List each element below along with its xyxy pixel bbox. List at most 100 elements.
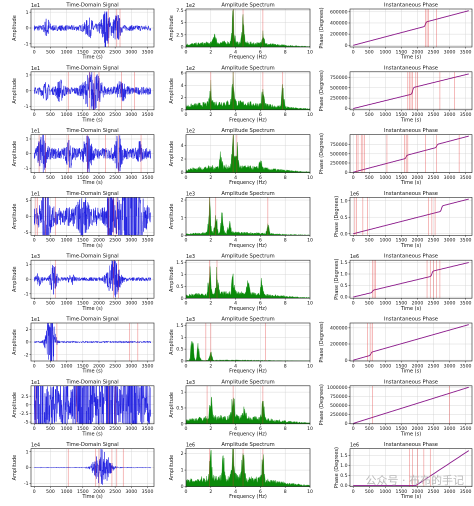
tick-label-x: 500 (365, 238, 374, 244)
axis-label-x: Time (s) (81, 494, 102, 500)
tick-label-x: 0 (352, 175, 355, 181)
tick-label-y: 250000 (330, 96, 348, 102)
subplot-title: Instantaneous Phase (384, 317, 438, 323)
tick-label-x: 8 (284, 112, 287, 118)
tick-label-y: 1.5 (340, 260, 347, 266)
tick-label-x: 1000 (61, 489, 73, 495)
subplot-title: Amplitude Spectrum (221, 317, 274, 323)
plot-area (186, 134, 310, 173)
subplot-title: Time-Domain Signal (65, 442, 118, 448)
tick-label-x: 1000 (61, 112, 73, 118)
tick-label-x: 1500 (77, 49, 89, 55)
tick-label-x: 3500 (460, 238, 472, 244)
subplot-title: Time-Domain Signal (65, 3, 118, 9)
tick-label-x: 3000 (444, 49, 456, 55)
signal-series (33, 385, 152, 424)
plot-area (186, 448, 310, 487)
axis-exponent: 1e2 (186, 3, 195, 9)
axis-label-x: Time (s) (400, 243, 421, 249)
tick-label-x: 6 (259, 426, 262, 432)
tick-label-x: 1500 (396, 49, 408, 55)
tick-label-y: 0 (181, 233, 184, 239)
plot-area (353, 323, 469, 361)
axis-label-y: Phase (Degrees) (334, 259, 340, 300)
tick-label-y: 0.5 (340, 283, 347, 289)
plot-area (34, 448, 151, 487)
axis-label-y: Amplitude (12, 204, 18, 230)
subplot-r6-c3: Instantaneous Phase 0 500 1000 1500 2000 2500 3… (319, 317, 473, 375)
axes-frame (185, 134, 311, 173)
axes-frame (185, 197, 311, 236)
tick-label-x: 4 (234, 238, 237, 244)
tick-label-x: 3000 (125, 301, 137, 307)
subplot-r4-c1: Time-Domain Signal 1e1 0 500 1000 1500 2000 250… (12, 191, 155, 249)
tick-label-x: 4 (234, 489, 237, 495)
axis-label-x: Time (s) (81, 243, 102, 249)
plot-area (34, 323, 152, 361)
tick-label-x: 3500 (142, 426, 154, 432)
tick-label-x: 1000 (379, 363, 391, 369)
tick-label-x: 0 (185, 489, 188, 495)
axis-exponent: 1e1 (31, 129, 40, 135)
plot-area (186, 197, 310, 236)
tick-label-y: 2.5 (176, 32, 183, 38)
tick-label-x: 3000 (444, 238, 456, 244)
axis-label-y: Amplitude (12, 141, 18, 167)
axis-label-x: Time (s) (81, 117, 102, 123)
tick-label-y: 2.5 (21, 394, 28, 400)
axes-frame (185, 385, 311, 425)
tick-label-x: 500 (365, 49, 374, 55)
axis-exponent: 1e6 (350, 254, 359, 260)
axis-label-y: Phase (Degrees) (319, 133, 325, 174)
tick-label-x: 8 (284, 238, 287, 244)
tick-label-x: 1000 (379, 112, 391, 118)
tick-label-x: 0 (185, 363, 188, 369)
axis-exponent: 1e1 (31, 380, 40, 386)
axis-label-x: Time (s) (400, 180, 421, 186)
axis-label-x: Time (s) (400, 369, 421, 375)
tick-label-x: 2000 (412, 426, 424, 432)
tick-label-x: 3000 (125, 363, 137, 369)
tick-label-y: 0 (26, 214, 29, 220)
tick-label-y: 0 (345, 43, 348, 49)
tick-label-x: 3500 (460, 301, 472, 307)
subplot-title: Time-Domain Signal (65, 254, 118, 260)
tick-label-x: 8 (284, 49, 287, 55)
subplot-title: Instantaneous Phase (384, 442, 438, 448)
tick-label-y: 400000 (330, 325, 348, 331)
tick-label-y: -1 (24, 166, 29, 172)
tick-label-y: 0 (26, 277, 29, 283)
tick-label-x: 500 (46, 112, 55, 118)
tick-label-x: 2000 (412, 238, 424, 244)
tick-label-x: 2000 (93, 238, 105, 244)
tick-label-x: 500 (365, 426, 374, 432)
phase-series (353, 324, 469, 361)
tick-label-x: 500 (46, 301, 55, 307)
tick-label-y: -5 (24, 230, 29, 236)
tick-label-x: 4 (234, 426, 237, 432)
tick-label-x: 3000 (125, 49, 137, 55)
tick-label-x: 4 (234, 175, 237, 181)
subplot-r8-c1: Time-Domain Signal 1e4 0 500 1000 1500 2000 250… (12, 442, 155, 500)
subplot-title: Instantaneous Phase (384, 128, 438, 134)
tick-label-x: 2000 (412, 49, 424, 55)
tick-label-x: 3500 (142, 489, 154, 495)
plot-area (186, 9, 310, 47)
tick-label-y: 2 (181, 198, 184, 204)
axis-exponent: 1e1 (31, 317, 40, 323)
tick-label-x: 3500 (142, 175, 154, 181)
plot-area (33, 197, 152, 236)
tick-label-y: 750000 (330, 394, 348, 400)
tick-label-x: 3000 (125, 238, 137, 244)
axes-frame (185, 8, 311, 48)
plot-area (353, 71, 469, 110)
axis-exponent: 1e4 (31, 443, 40, 449)
axes-frame (349, 259, 473, 299)
tick-label-x: 500 (365, 112, 374, 118)
tick-label-x: 8 (284, 175, 287, 181)
tick-label-y: 0.0 (340, 483, 347, 489)
tick-label-x: 2000 (93, 489, 105, 495)
axes-frame (185, 71, 311, 111)
tick-label-x: 8 (284, 363, 287, 369)
tick-label-y: 1 (181, 468, 184, 474)
